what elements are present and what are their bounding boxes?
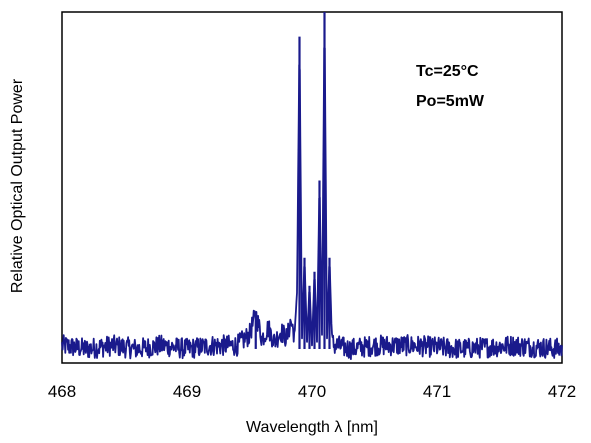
x-tick-label: 469 — [173, 382, 201, 401]
plot-frame — [61, 11, 563, 364]
x-tick-label: 471 — [423, 382, 451, 401]
series-layer — [61, 12, 563, 360]
annotation-power: Po=5mW — [416, 93, 485, 110]
x-tick-label: 468 — [48, 382, 76, 401]
x-tick-label: 470 — [298, 382, 326, 401]
y-axis-label: Relative Optical Output Power — [9, 78, 26, 293]
x-tick-label: 472 — [548, 382, 576, 401]
plot-area-border — [61, 11, 563, 364]
annotation-temperature: Tc=25°C — [416, 63, 479, 80]
spectrum-line — [61, 47, 563, 360]
x-axis-label: Wavelength λ [nm] — [246, 419, 378, 436]
x-ticks: 468 469 470 471 472 — [48, 382, 576, 401]
